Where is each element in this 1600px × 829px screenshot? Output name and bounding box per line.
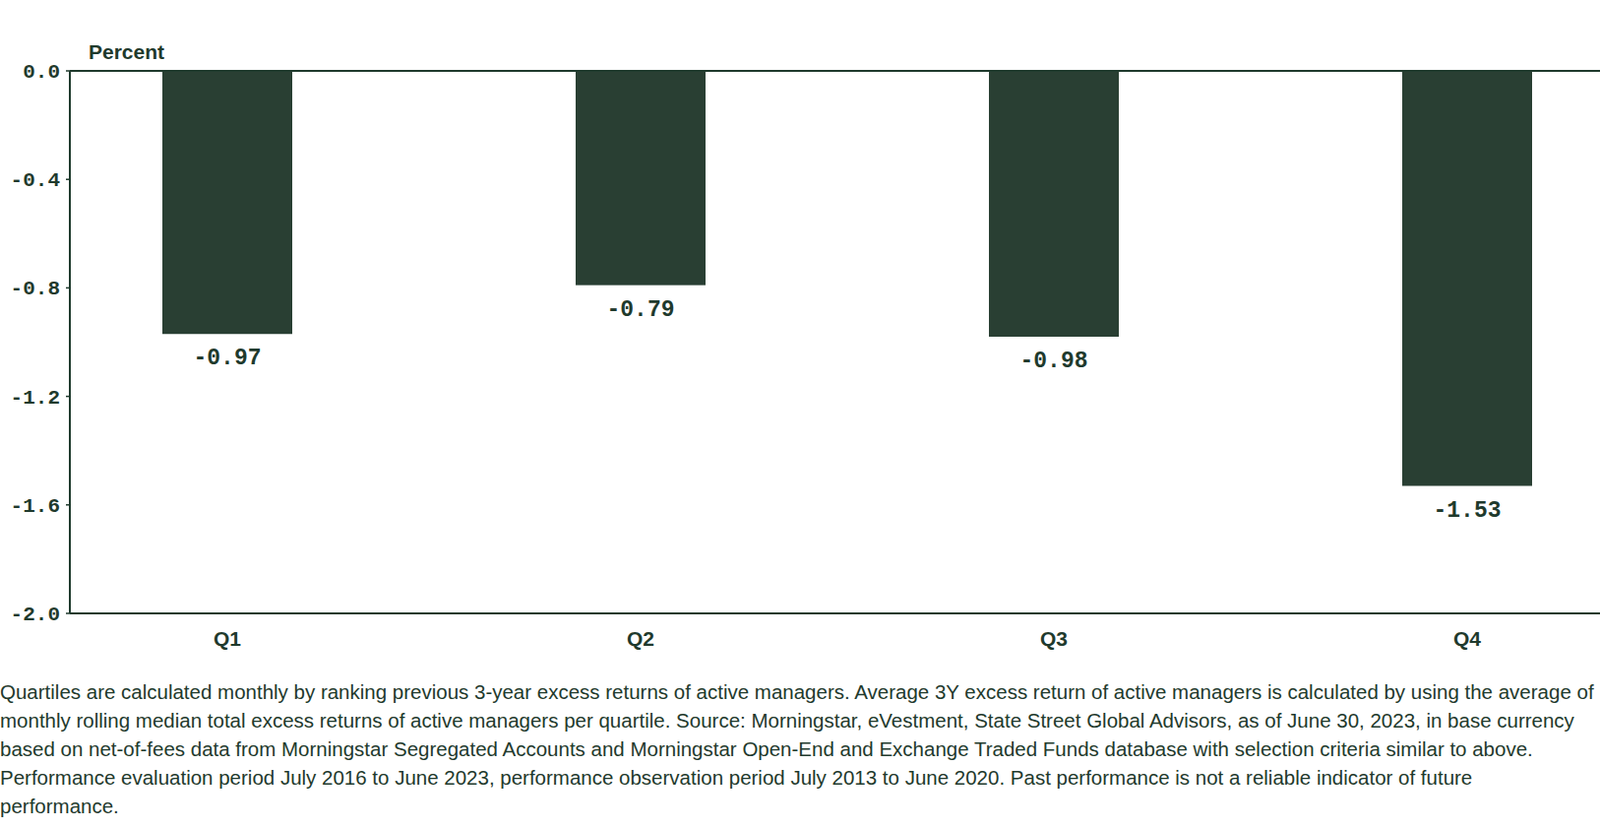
axis-line-bottom xyxy=(69,612,1600,615)
bar xyxy=(1402,70,1533,487)
y-tick-label: -0.4 xyxy=(10,169,61,192)
bars xyxy=(162,70,1533,487)
y-tick-label: -1.2 xyxy=(10,386,61,410)
y-tick-label: -1.6 xyxy=(10,494,61,518)
bar xyxy=(988,70,1119,337)
y-tick-label: -0.8 xyxy=(10,277,61,301)
data-label: -0.98 xyxy=(1019,348,1088,374)
data-label: -0.79 xyxy=(606,297,675,323)
y-tick-label: 0.0 xyxy=(22,61,61,84)
data-label: -0.97 xyxy=(192,345,261,371)
footnote: Quartiles are calculated monthly by rank… xyxy=(0,676,1595,820)
x-tick-label: Q2 xyxy=(626,626,655,650)
bar xyxy=(575,70,706,286)
chart: Percent 0.0 -0.4 -0.8 -1.2 -1.6 -2.0 -0.97 -0.79… xyxy=(0,0,1600,670)
x-tick-label: Q3 xyxy=(1040,626,1068,650)
axis-line-left xyxy=(68,70,71,614)
bar xyxy=(162,70,293,334)
y-tick-label: -2.0 xyxy=(10,603,61,626)
axis-line-top xyxy=(69,69,1600,72)
y-axis-label: Percent xyxy=(88,40,165,63)
data-label: -1.53 xyxy=(1432,497,1501,524)
x-tick-label: Q4 xyxy=(1453,626,1481,650)
x-tick-label: Q1 xyxy=(213,626,242,650)
